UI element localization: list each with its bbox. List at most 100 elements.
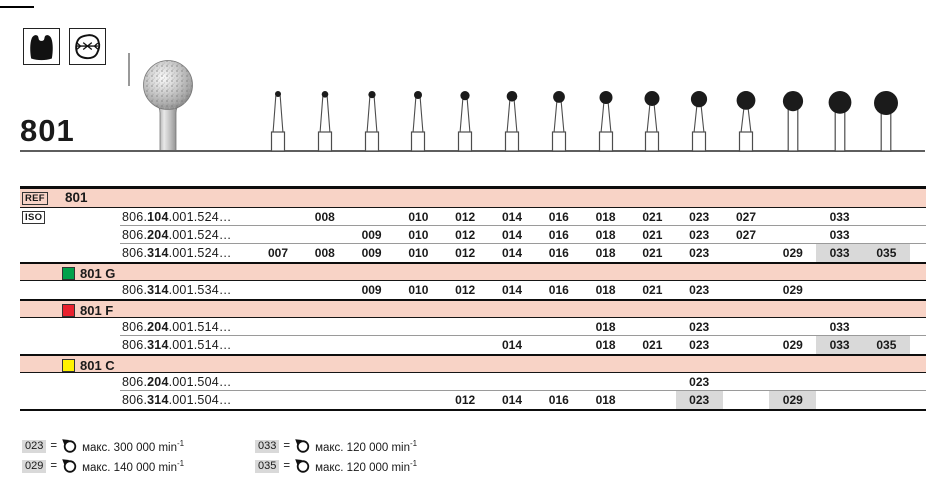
speed-text: макс. 120 000 min-1: [315, 438, 418, 454]
equals-sign: =: [283, 440, 291, 452]
bur-silhouette-027: [736, 91, 756, 152]
size-cell: 021: [642, 283, 663, 297]
size-cell: 021: [642, 228, 663, 242]
size-cell: 029: [769, 391, 817, 409]
iso-number: 806.204.001.524…: [122, 228, 232, 242]
section-header-801-f: 801 F: [20, 299, 926, 318]
size-table-body: ISO 806.104.001.524… 008 010 012 014 016 018 021…: [20, 208, 926, 409]
iso-number: 806.314.001.504…: [122, 393, 232, 407]
size-cell: 018: [595, 210, 616, 224]
bur-photo: [136, 50, 200, 157]
size-cell: 010: [408, 283, 429, 297]
grit-swatch-icon: [62, 266, 75, 280]
size-cell: 023: [689, 375, 710, 389]
legend-size-badge: 033: [255, 439, 280, 453]
legend-item-023: 023 = макс. 300 000 min-1: [22, 436, 255, 456]
crown-cavity-glyph: [30, 35, 53, 61]
size-cell: 033: [816, 336, 863, 354]
size-cell: 016: [548, 228, 569, 242]
size-cell: 021: [642, 210, 663, 224]
section-label: 801 F: [80, 302, 114, 318]
size-cell: 033: [829, 228, 850, 242]
speed-exponent: -1: [409, 438, 418, 448]
size-cell: 033: [816, 244, 863, 262]
iso-row: 806.314.001.514… 014 018 021 023 029 033 035: [20, 336, 926, 354]
rotation-speed-icon: [295, 439, 310, 453]
photo-frame-line: [128, 53, 130, 86]
iso-row: 806.204.001.524… 009 010 012 014 016 018 021 023…: [20, 226, 926, 244]
bur-silhouette-018: [598, 91, 613, 152]
rotation-speed-icon: [62, 459, 77, 473]
size-cell: 014: [501, 338, 522, 352]
size-cell: 023: [689, 283, 710, 297]
size-cell: 010: [408, 228, 429, 242]
crown-cavity-icon: [23, 28, 60, 65]
bur-silhouette-014: [504, 91, 520, 152]
size-cell: 023: [689, 338, 710, 352]
grit-swatch-icon: [62, 358, 75, 372]
section-label: 801 C: [80, 357, 115, 373]
size-cell: 018: [595, 320, 616, 334]
size-cell: 023: [689, 210, 710, 224]
baseline-rule: [20, 150, 925, 152]
speed-text: макс. 300 000 min-1: [82, 438, 185, 454]
size-cell: 012: [455, 228, 476, 242]
size-table: REF 801 ISO 806.104.001.524… 008 010 012 014 0…: [20, 186, 926, 411]
legend-item-035: 035 = макс. 120 000 min-1: [255, 456, 417, 476]
speed-text: макс. 120 000 min-1: [315, 458, 418, 474]
size-cell: 016: [548, 210, 569, 224]
size-cell: 010: [408, 246, 429, 260]
size-cell: 023: [689, 228, 710, 242]
ref-value: 801: [65, 190, 88, 205]
size-cell: 023: [689, 320, 710, 334]
speed-text: макс. 140 000 min-1: [82, 458, 185, 474]
header-rule: [0, 6, 34, 8]
size-cell: 018: [595, 228, 616, 242]
iso-tag: ISO: [22, 210, 46, 224]
ref-row: REF 801: [20, 189, 926, 208]
speed-exponent: -1: [176, 438, 185, 448]
size-cell: 012: [455, 246, 476, 260]
occlusal-surface-glyph: [75, 34, 101, 60]
bur-silhouette-035: [874, 91, 899, 152]
size-cell: 029: [782, 283, 803, 297]
legend-size-badge: 029: [22, 459, 47, 473]
size-cell: 014: [501, 393, 522, 407]
iso-row: 806.204.001.514… 018 023 033: [20, 318, 926, 336]
size-cell: 029: [782, 246, 803, 260]
bur-silhouette-007: [270, 91, 286, 152]
size-cell: 010: [408, 210, 429, 224]
size-cell: 009: [361, 283, 382, 297]
size-cell: 027: [735, 210, 756, 224]
size-cell: 018: [595, 338, 616, 352]
bur-silhouette-033: [828, 91, 851, 152]
bur-silhouette-021: [644, 91, 660, 152]
equals-sign: =: [50, 440, 58, 452]
size-cell: 016: [548, 283, 569, 297]
iso-number: 806.314.001.514…: [122, 338, 232, 352]
section-header-801-g: 801 G: [20, 262, 926, 281]
bur-silhouette-029: [782, 91, 803, 152]
size-cell: 018: [595, 393, 616, 407]
occlusal-surface-icon: [69, 28, 106, 65]
bur-silhouette-012: [458, 91, 473, 152]
size-cell: 014: [501, 246, 522, 260]
size-cell: 016: [548, 393, 569, 407]
size-cell: 008: [314, 210, 335, 224]
size-cell: 014: [501, 210, 522, 224]
size-cell: 009: [361, 246, 382, 260]
rotation-speed-icon: [62, 439, 77, 453]
legend-item-033: 033 = макс. 120 000 min-1: [255, 436, 417, 456]
size-cell: 014: [501, 228, 522, 242]
iso-row: 806.314.001.504… 012 014 016 018 023 029: [20, 391, 926, 409]
section-header-801-c: 801 C: [20, 354, 926, 373]
iso-row: 806.204.001.504… 023: [20, 373, 926, 391]
legend-item-029: 029 = макс. 140 000 min-1: [22, 456, 255, 476]
size-cell: 012: [455, 393, 476, 407]
size-cell: 016: [548, 246, 569, 260]
bur-silhouette-023: [691, 91, 708, 152]
size-cell: 012: [455, 283, 476, 297]
size-cell: 009: [361, 228, 382, 242]
equals-sign: =: [283, 460, 291, 472]
